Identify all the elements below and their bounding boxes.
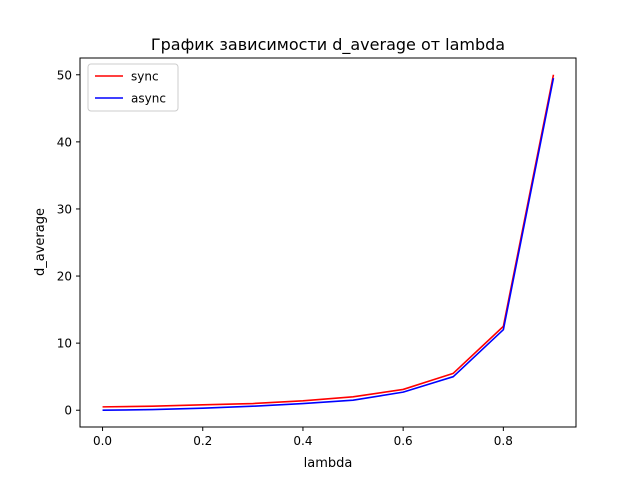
legend-label-sync: sync — [131, 70, 159, 84]
y-tick-label: 20 — [57, 270, 72, 284]
series-lines — [102, 74, 555, 412]
plot-frame — [79, 57, 577, 428]
y-tick-label: 30 — [57, 202, 72, 216]
series-line-async — [102, 77, 555, 412]
y-axis-label: d_average — [33, 208, 48, 276]
y-tick-label: 0 — [64, 404, 72, 418]
legend-label-async: async — [131, 92, 166, 106]
legend: sync async — [87, 63, 179, 112]
x-tick-label: 0.0 — [93, 434, 112, 448]
x-tick-label: 0.2 — [193, 434, 212, 448]
series-line-sync — [102, 74, 555, 408]
x-axis-ticks: 0.0 0.2 0.4 0.6 0.8 — [93, 427, 513, 448]
x-tick-label: 0.8 — [494, 434, 513, 448]
y-tick-label: 50 — [57, 68, 72, 82]
x-tick-label: 0.6 — [394, 434, 413, 448]
chart-title: График зависимости d_average от lambda — [151, 35, 505, 55]
x-axis-label: lambda — [304, 456, 353, 471]
y-tick-label: 10 — [57, 337, 72, 351]
y-tick-label: 40 — [57, 135, 72, 149]
x-tick-label: 0.4 — [293, 434, 312, 448]
y-axis-ticks: 0 10 20 30 40 50 — [57, 68, 80, 418]
